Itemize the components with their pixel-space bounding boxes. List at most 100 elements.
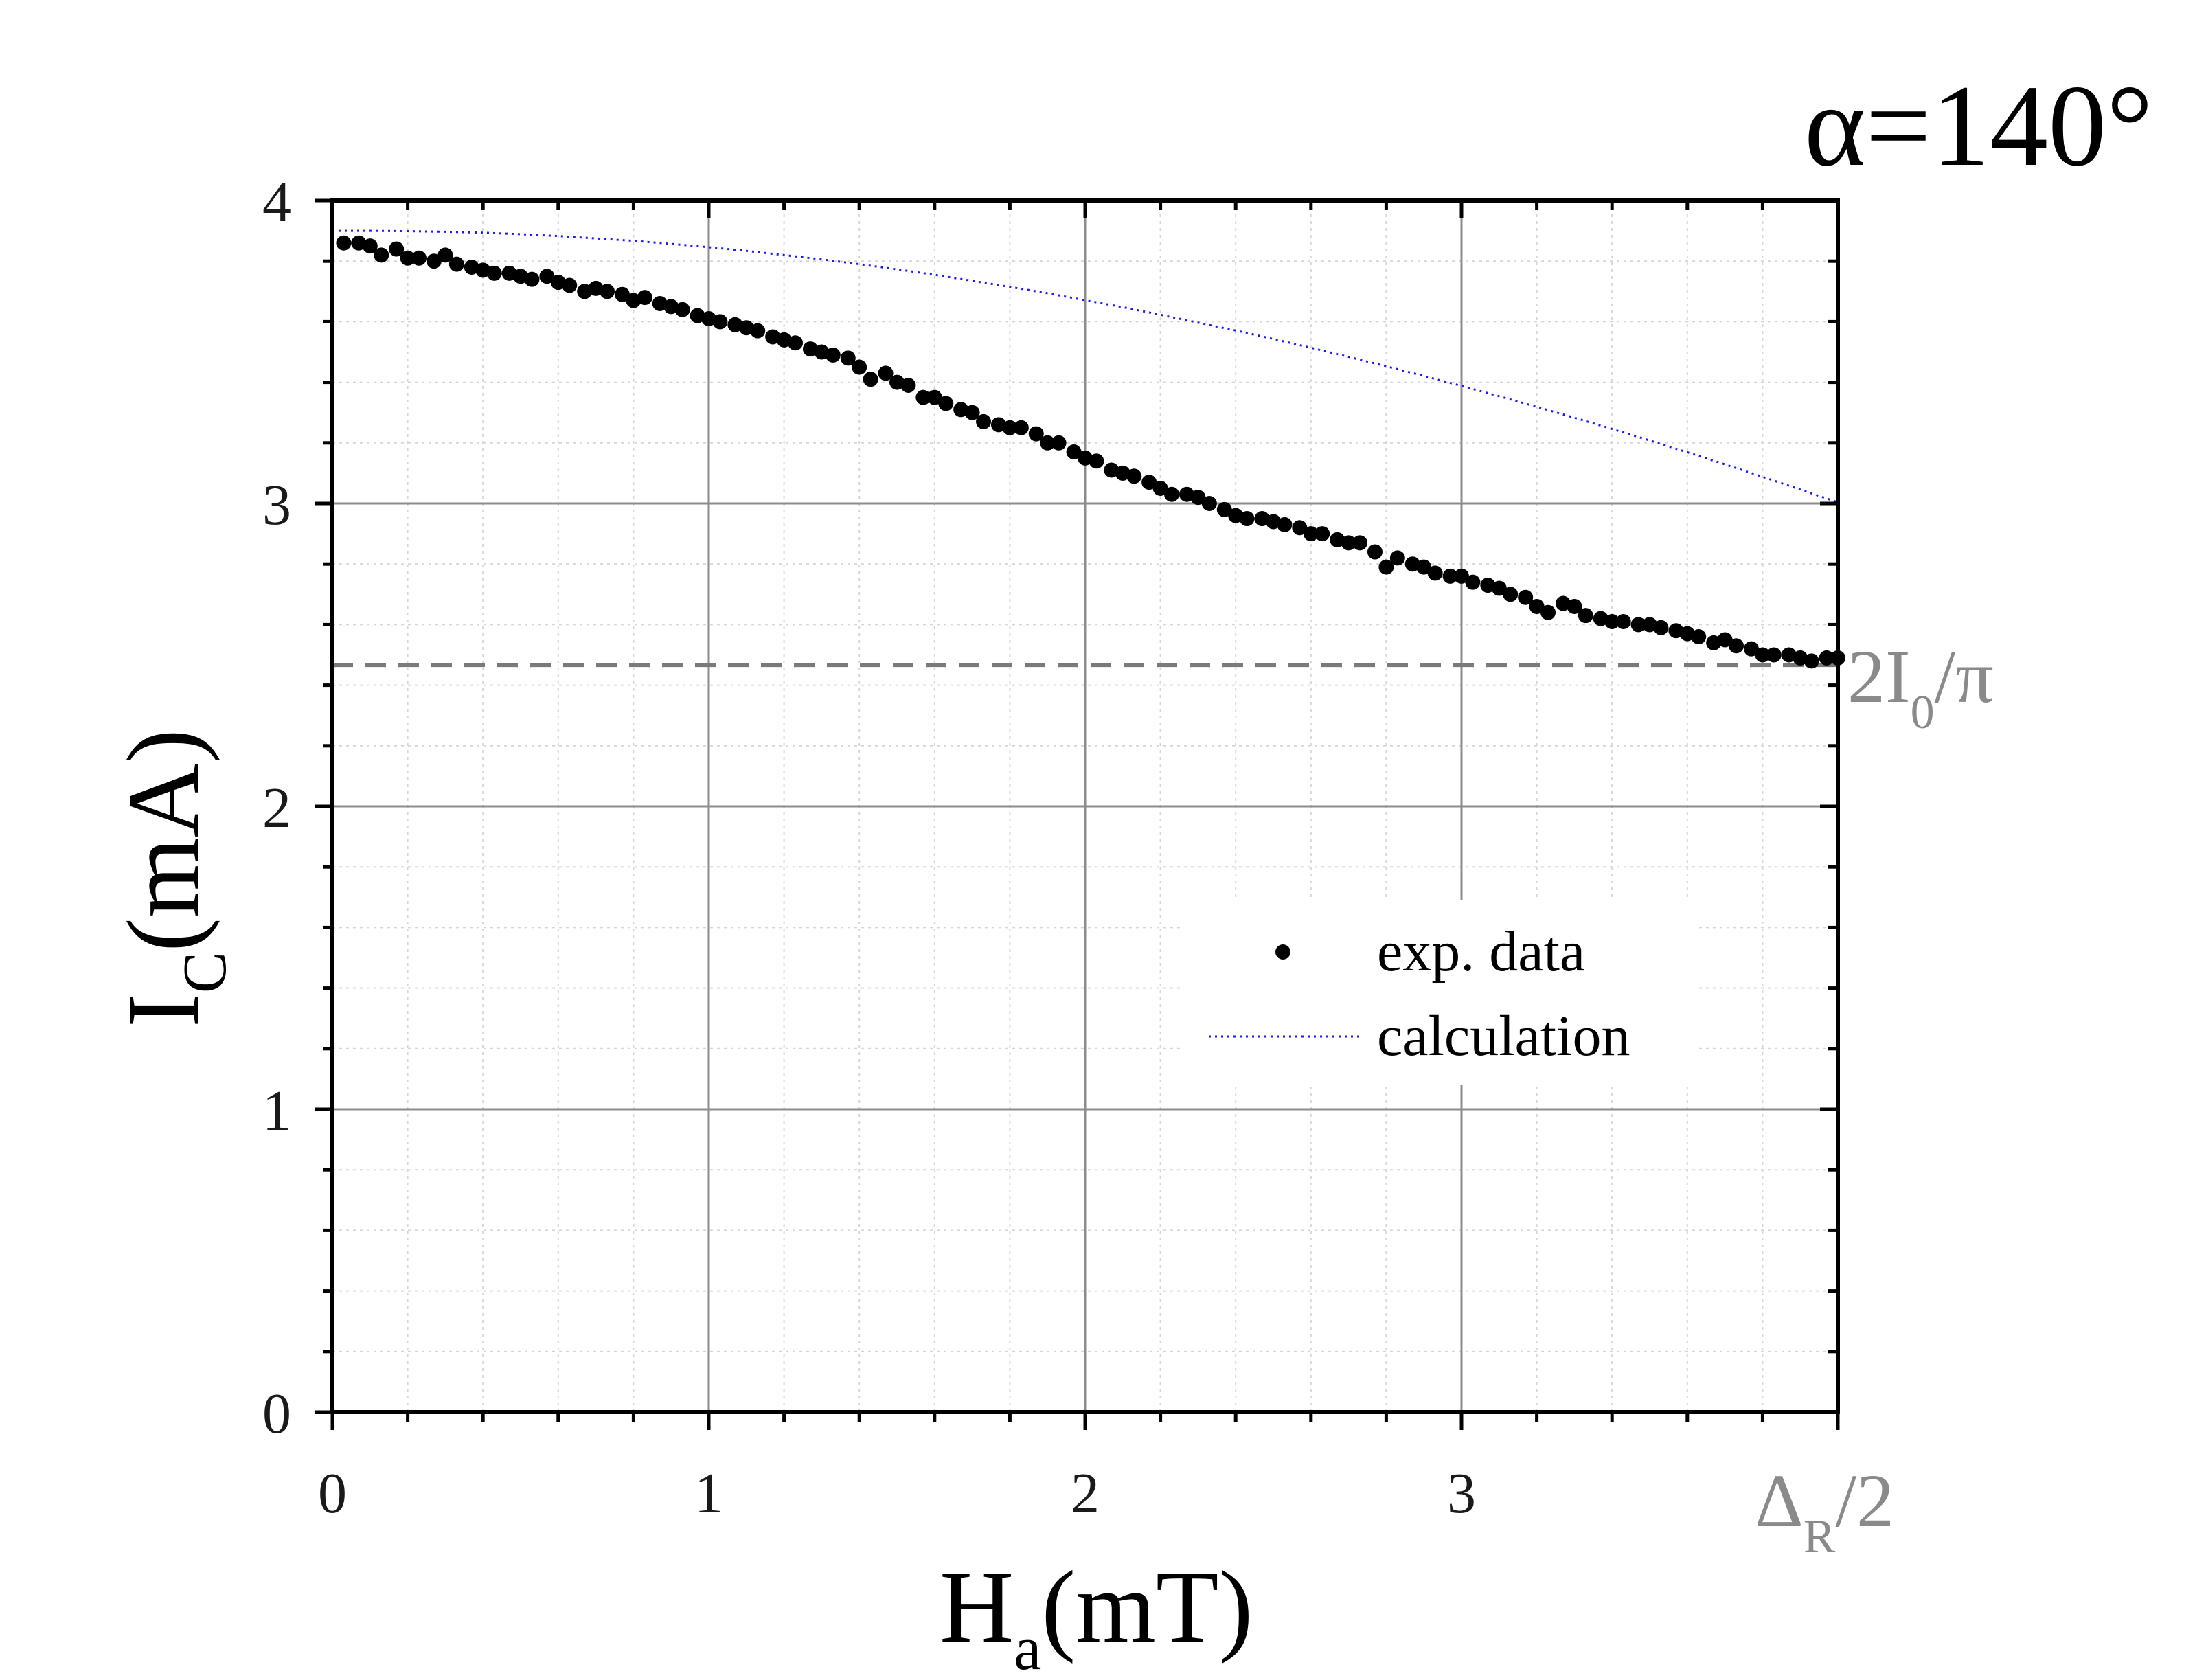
data-point (1341, 535, 1356, 551)
data-point (1141, 475, 1157, 490)
y-tick-label: 1 (262, 1079, 291, 1143)
data-point (1201, 496, 1217, 511)
data-point (437, 247, 453, 263)
data-point (562, 277, 578, 293)
data-point (1540, 604, 1556, 620)
data-point (448, 256, 464, 272)
data-point (1630, 617, 1646, 633)
major-grid (332, 201, 1838, 1412)
axis-ticks (315, 198, 1840, 1430)
data-point (926, 389, 942, 405)
data-point (964, 405, 980, 420)
data-point (1653, 620, 1669, 635)
data-point (1040, 435, 1056, 451)
data-point (938, 396, 954, 411)
data-point (1804, 653, 1819, 669)
x-end-label: ΔR/2 (1755, 1459, 1894, 1563)
data-point (750, 323, 766, 339)
data-point (1378, 559, 1394, 575)
y-tick-label: 4 (262, 170, 291, 234)
y-tick-label: 0 (262, 1382, 291, 1446)
data-point (362, 238, 378, 254)
data-point (1567, 598, 1582, 614)
chart-title: α=140° (1804, 61, 2153, 190)
data-point (486, 265, 502, 281)
y-tick-label: 2 (262, 776, 291, 840)
data-point (840, 350, 856, 366)
data-point (915, 389, 931, 405)
data-point (1277, 517, 1293, 532)
data-point (1717, 632, 1733, 648)
data-point (1292, 520, 1308, 536)
data-point (878, 365, 894, 381)
x-tick-label: 3 (1447, 1462, 1476, 1525)
data-point (1389, 550, 1405, 566)
data-point (400, 250, 416, 266)
data-point (1126, 468, 1142, 484)
data-point (1427, 565, 1443, 581)
data-point (1465, 574, 1481, 590)
legend: exp. data calculation (1181, 900, 1696, 1085)
data-point (637, 290, 652, 306)
data-point (524, 271, 540, 287)
data-point (1190, 490, 1206, 506)
data-point (825, 347, 841, 363)
data-point (1604, 613, 1620, 629)
data-point (1615, 613, 1631, 629)
data-point (852, 359, 867, 375)
data-point (1743, 641, 1759, 657)
exp-data-points (336, 235, 1845, 669)
data-point (1729, 638, 1744, 654)
data-point (1367, 544, 1383, 560)
data-point (788, 335, 804, 351)
calculation-line (332, 229, 1839, 503)
data-point (1066, 444, 1082, 460)
data-point (1315, 526, 1330, 542)
data-point (539, 269, 555, 284)
data-point (1491, 580, 1507, 596)
legend-background (1181, 900, 1696, 1085)
data-point (600, 284, 615, 299)
data-point (1028, 426, 1044, 442)
data-point (1578, 608, 1593, 624)
data-point (1819, 650, 1834, 666)
data-point (1529, 598, 1545, 614)
legend-marker-exp-data (1275, 944, 1290, 960)
data-point (1002, 420, 1018, 435)
x-axis-label: Ha(mT) (940, 1550, 1253, 1680)
data-point (1164, 486, 1180, 502)
data-point (336, 235, 352, 251)
x-tick-label: 2 (1071, 1462, 1100, 1525)
data-point (1454, 568, 1469, 584)
data-point (1518, 589, 1534, 605)
y-tick-label: 3 (262, 473, 291, 537)
data-point (1755, 647, 1771, 663)
data-point (1216, 501, 1232, 517)
data-point (1051, 435, 1067, 451)
data-point (1766, 647, 1782, 663)
data-point (1152, 480, 1168, 496)
data-point (1416, 559, 1432, 575)
data-point (389, 241, 405, 257)
data-point (374, 247, 389, 263)
legend-label-exp-data: exp. data (1377, 920, 1585, 984)
data-point (614, 286, 630, 302)
data-point (1303, 526, 1319, 542)
y-axis-label: IC(mA) (106, 729, 239, 1028)
data-point (1013, 420, 1029, 435)
data-point (411, 250, 427, 266)
data-point (1352, 535, 1368, 551)
reference-line-label: 2I0/π (1847, 635, 1994, 739)
data-point (712, 314, 728, 330)
x-tick-label: 1 (694, 1462, 723, 1525)
x-tick-label: 0 (318, 1462, 347, 1525)
data-point (1089, 453, 1104, 469)
data-point (1503, 587, 1519, 602)
data-point (900, 378, 916, 394)
data-point (976, 413, 992, 429)
data-point (1239, 511, 1255, 527)
data-point (863, 372, 878, 387)
data-point (1442, 568, 1458, 584)
data-point (1691, 629, 1707, 645)
